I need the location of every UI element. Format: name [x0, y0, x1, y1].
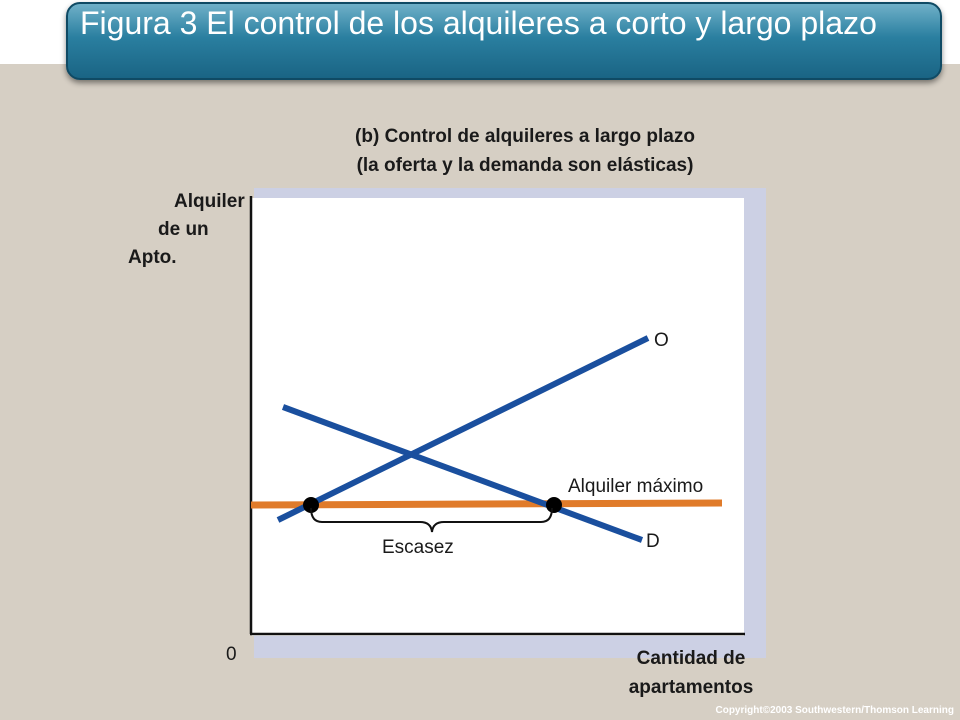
origin-label: 0: [226, 644, 237, 665]
subtitle-line-1: (b) Control de alquileres a largo plazo: [355, 126, 695, 147]
shortage-brace: [310, 507, 553, 533]
price-ceiling-line: [250, 499, 723, 509]
title-bar: Figura 3 El control de los alquileres a …: [66, 2, 942, 80]
x-axis-label: Cantidad de apartamentos: [596, 644, 786, 702]
x-axis-label-line-1: Cantidad de: [636, 648, 746, 669]
slide-title: Figura 3 El control de los alquileres a …: [80, 5, 877, 41]
price-ceiling-label: Alquiler máximo: [568, 476, 703, 497]
shortage-label: Escasez: [382, 537, 454, 558]
diagram-subtitle: (b) Control de alquileres a largo plazo …: [290, 122, 760, 180]
copyright-notice: Copyright©2003 Southwestern/Thomson Lear…: [715, 705, 954, 716]
demand-curve: [281, 404, 644, 543]
x-axis-label-line-2: apartamentos: [628, 677, 754, 698]
y-axis-label-line-2: de un: [158, 219, 209, 240]
quantity-supplied-point: [303, 497, 319, 513]
supply-curve: [276, 335, 650, 523]
subtitle-line-2: (la oferta y la demanda son elásticas): [356, 155, 694, 176]
y-axis-label-line-1: Alquiler: [174, 191, 245, 212]
demand-label: D: [646, 531, 660, 552]
plot-panel: [252, 198, 744, 636]
y-axis-label: Alquiler de un Apto.: [120, 188, 260, 272]
y-axis-label-line-3: Apto.: [128, 247, 177, 268]
supply-label: O: [654, 330, 669, 351]
quantity-demanded-point: [546, 497, 562, 513]
